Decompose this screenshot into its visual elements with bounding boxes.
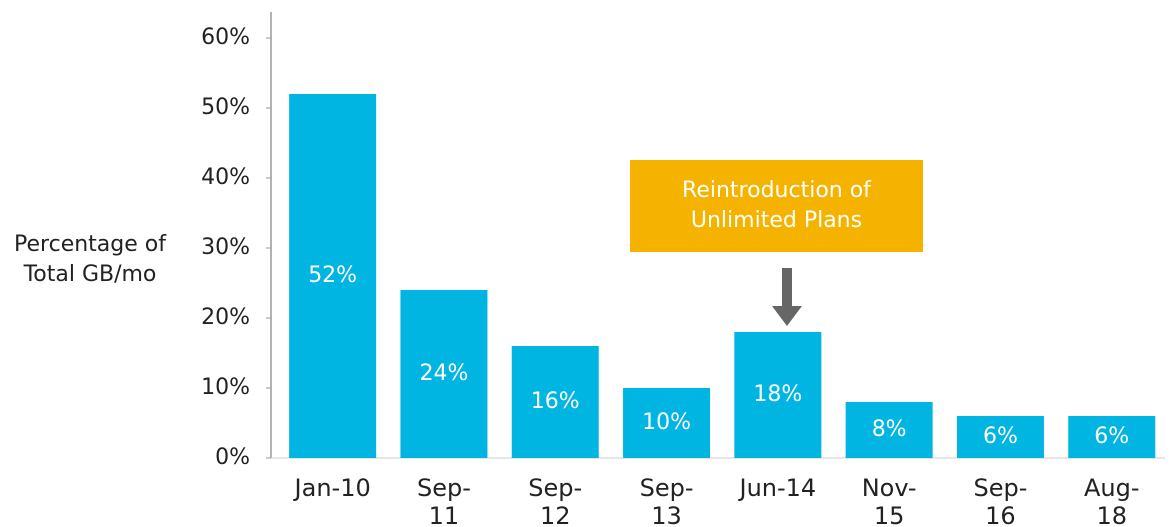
bar <box>511 346 599 458</box>
y-tick-label: 0% <box>215 445 250 470</box>
y-tick-label: 50% <box>201 95 250 120</box>
x-tick-label: Sep-12 <box>528 474 583 527</box>
bar <box>289 94 377 458</box>
data-label: 24% <box>419 361 468 386</box>
x-tick-label: Sep-11 <box>416 474 471 527</box>
bar <box>956 416 1044 458</box>
data-label: 52% <box>308 263 357 288</box>
arrow-shaft <box>782 268 792 308</box>
x-tick-label: Sep-13 <box>639 474 694 527</box>
bar <box>1068 416 1156 458</box>
bar <box>734 332 822 458</box>
data-label: 18% <box>753 382 802 407</box>
data-label: 8% <box>872 417 907 442</box>
arrow-head <box>772 306 802 326</box>
data-label: 16% <box>531 389 580 414</box>
x-tick-label: Sep-16 <box>973 474 1028 527</box>
y-axis-label: Percentage of Total GB/mo <box>14 232 166 287</box>
x-tick-label: Jan-10 <box>294 474 371 502</box>
bar <box>400 290 488 458</box>
data-label: 10% <box>642 410 691 435</box>
data-label: 6% <box>1094 424 1129 449</box>
x-tick-label: Nov-15 <box>861 474 917 527</box>
bar <box>845 402 933 458</box>
bar <box>623 388 711 458</box>
y-tick-label: 10% <box>201 375 250 400</box>
x-tick-label: Jun-14 <box>739 474 817 502</box>
y-tick-label: 60% <box>201 25 250 50</box>
y-tick-label: 40% <box>201 165 250 190</box>
y-tick-label: 20% <box>201 305 250 330</box>
annotation: Reintroduction of Unlimited Plans <box>630 160 923 252</box>
data-label: 6% <box>983 424 1018 449</box>
y-tick-label: 30% <box>201 235 250 260</box>
x-tick-label: Aug-18 <box>1083 474 1140 527</box>
